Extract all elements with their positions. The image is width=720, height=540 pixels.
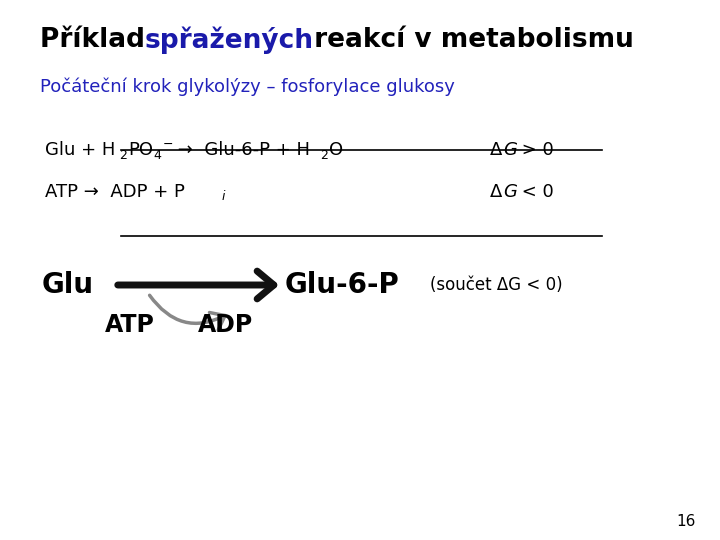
Text: ATP: ATP: [105, 313, 155, 337]
Text: →  Glu-6-P + H: → Glu-6-P + H: [172, 141, 310, 159]
Text: > 0: > 0: [516, 141, 554, 159]
Text: 16: 16: [676, 515, 696, 530]
Text: PO: PO: [128, 141, 153, 159]
Text: Δ: Δ: [490, 183, 503, 201]
Text: Glu: Glu: [42, 271, 94, 299]
FancyArrowPatch shape: [150, 295, 225, 330]
Text: < 0: < 0: [516, 183, 554, 201]
Text: Glu-6-P: Glu-6-P: [285, 271, 400, 299]
Text: G: G: [503, 141, 517, 159]
Text: G: G: [503, 183, 517, 201]
Text: O: O: [329, 141, 343, 159]
Text: (součet ΔG < 0): (součet ΔG < 0): [430, 276, 562, 294]
Text: ADP: ADP: [198, 313, 253, 337]
Text: Příklad: Příklad: [40, 27, 154, 53]
Text: 2: 2: [119, 148, 127, 161]
Text: ATP →  ADP + P: ATP → ADP + P: [45, 183, 185, 201]
Text: Glu + H: Glu + H: [45, 141, 115, 159]
Text: Počáteční krok glykolýzy – fosforylace glukosy: Počáteční krok glykolýzy – fosforylace g…: [40, 78, 455, 96]
Text: 2: 2: [320, 148, 328, 161]
FancyArrowPatch shape: [118, 271, 274, 299]
Text: Δ: Δ: [490, 141, 503, 159]
Text: 4: 4: [153, 148, 161, 161]
Text: i: i: [222, 191, 225, 204]
Text: reakcí v metabolismu: reakcí v metabolismu: [305, 27, 634, 53]
Text: −: −: [163, 138, 174, 151]
Text: spřažených: spřažených: [145, 26, 314, 54]
